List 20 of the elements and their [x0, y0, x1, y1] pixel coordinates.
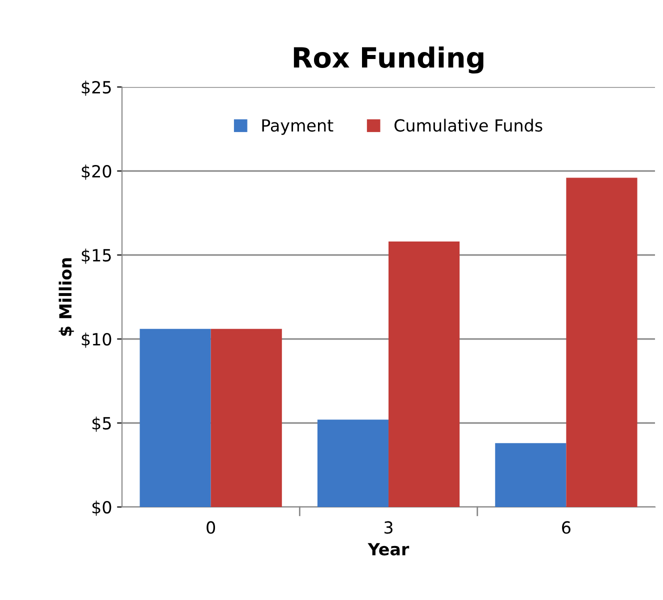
legend-label: Cumulative Funds — [394, 118, 542, 132]
bar — [317, 420, 389, 507]
bar — [388, 242, 460, 507]
bar — [210, 328, 282, 507]
bar — [140, 328, 211, 507]
y-tick-label: $15 — [82, 248, 111, 264]
x-tick-label: 6 — [562, 521, 570, 534]
legend-label: Payment — [262, 119, 334, 135]
x-tick-label: 0 — [206, 521, 216, 534]
y-tick-label: $10 — [82, 332, 112, 348]
y-tick-label: $25 — [82, 80, 111, 96]
x-tick-label: 3 — [384, 521, 392, 534]
y-tick-label: $5 — [92, 416, 111, 432]
x-axis-title: Year — [368, 543, 410, 556]
bar — [566, 178, 638, 507]
y-tick-label: $20 — [82, 164, 112, 180]
y-axis-title: $ Million — [58, 258, 74, 336]
y-tick-label: $0 — [92, 500, 112, 516]
bar — [495, 443, 566, 507]
chart-title: Rox Funding — [294, 46, 484, 74]
